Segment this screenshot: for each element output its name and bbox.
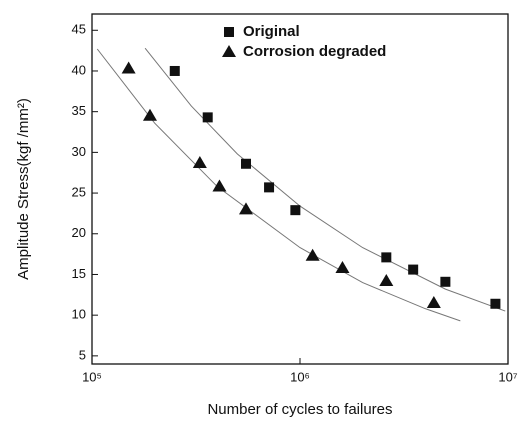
y-tick-label: 30	[72, 144, 86, 159]
marker	[490, 298, 501, 309]
fit-curve	[144, 47, 506, 312]
legend-label: Corrosion degraded	[243, 43, 386, 60]
marker	[121, 61, 136, 74]
marker	[290, 205, 301, 216]
legend-marker	[222, 45, 236, 57]
marker	[192, 155, 207, 168]
x-axis-label: Number of cycles to failures	[207, 401, 392, 418]
plot-frame	[91, 13, 509, 365]
y-tick-label: 25	[72, 185, 86, 200]
marker	[381, 252, 392, 263]
marker	[238, 202, 253, 215]
y-tick-label: 10	[72, 307, 86, 322]
y-tick-label: 15	[72, 266, 86, 281]
marker	[142, 108, 157, 121]
marker	[240, 158, 251, 169]
y-axis-label: Amplitude Stress(kgf /mm²)	[15, 98, 32, 280]
x-tick-label: 10⁵	[82, 369, 102, 384]
marker	[408, 264, 419, 275]
fit-curve	[96, 48, 461, 322]
legend-label: Original	[243, 23, 300, 40]
marker	[426, 295, 441, 308]
y-tick-label: 35	[72, 103, 86, 118]
y-tick-label: 20	[72, 225, 86, 240]
y-tick-label: 40	[72, 62, 86, 77]
legend-marker	[224, 27, 234, 37]
y-tick-label: 45	[72, 22, 86, 37]
marker	[335, 260, 350, 273]
marker	[440, 276, 451, 287]
x-tick-label: 10⁷	[498, 369, 517, 384]
marker	[379, 273, 394, 286]
marker	[305, 248, 320, 261]
x-tick-label: 10⁶	[290, 369, 310, 384]
marker	[264, 182, 275, 193]
marker	[169, 65, 180, 76]
marker	[202, 112, 213, 123]
y-tick-label: 5	[79, 347, 86, 362]
marker	[212, 179, 227, 192]
